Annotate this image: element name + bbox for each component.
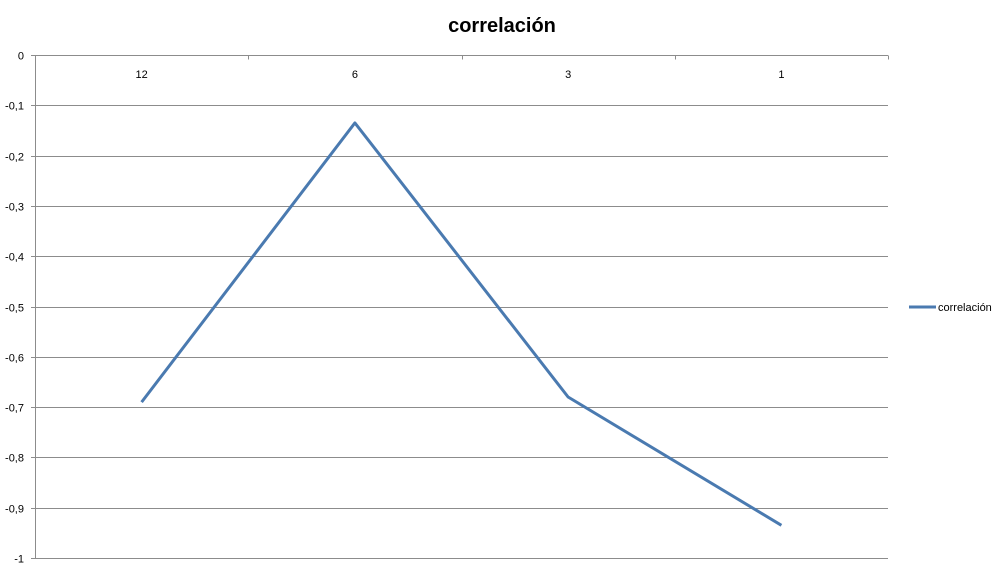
x-tick-label: 6	[352, 69, 358, 81]
axes	[31, 55, 889, 559]
y-tick-label: -0,4	[5, 252, 24, 264]
y-tick-label: -1	[14, 554, 24, 566]
legend: correlación	[909, 302, 992, 314]
y-axis-tick-labels: 0 -0,1 -0,2 -0,3 -0,4 -0,5 -0,6 -0,7 -0,8 -0,9 -1	[5, 51, 24, 566]
x-axis-tick-labels: 12 6 3 1	[136, 69, 785, 81]
y-tick-label: 0	[18, 51, 24, 63]
y-tick-label: -0,3	[5, 202, 24, 214]
x-tick-label: 3	[565, 69, 571, 81]
series-line	[140, 121, 783, 527]
x-tick-label: 12	[136, 69, 148, 81]
y-tick-label: -0,2	[5, 152, 24, 164]
x-tick-label: 1	[778, 69, 784, 81]
gridlines	[35, 55, 888, 559]
legend-label: correlación	[938, 302, 992, 314]
y-tick-label: -0,9	[5, 504, 24, 516]
y-tick-label: -0,1	[5, 101, 24, 113]
y-tick-label: -0,8	[5, 453, 24, 465]
y-tick-label: -0,6	[5, 353, 24, 365]
y-tick-label: -0,7	[5, 403, 24, 415]
y-tick-label: -0,5	[5, 303, 24, 315]
series-lines	[140, 121, 783, 527]
chart-title: correlación	[448, 15, 556, 37]
